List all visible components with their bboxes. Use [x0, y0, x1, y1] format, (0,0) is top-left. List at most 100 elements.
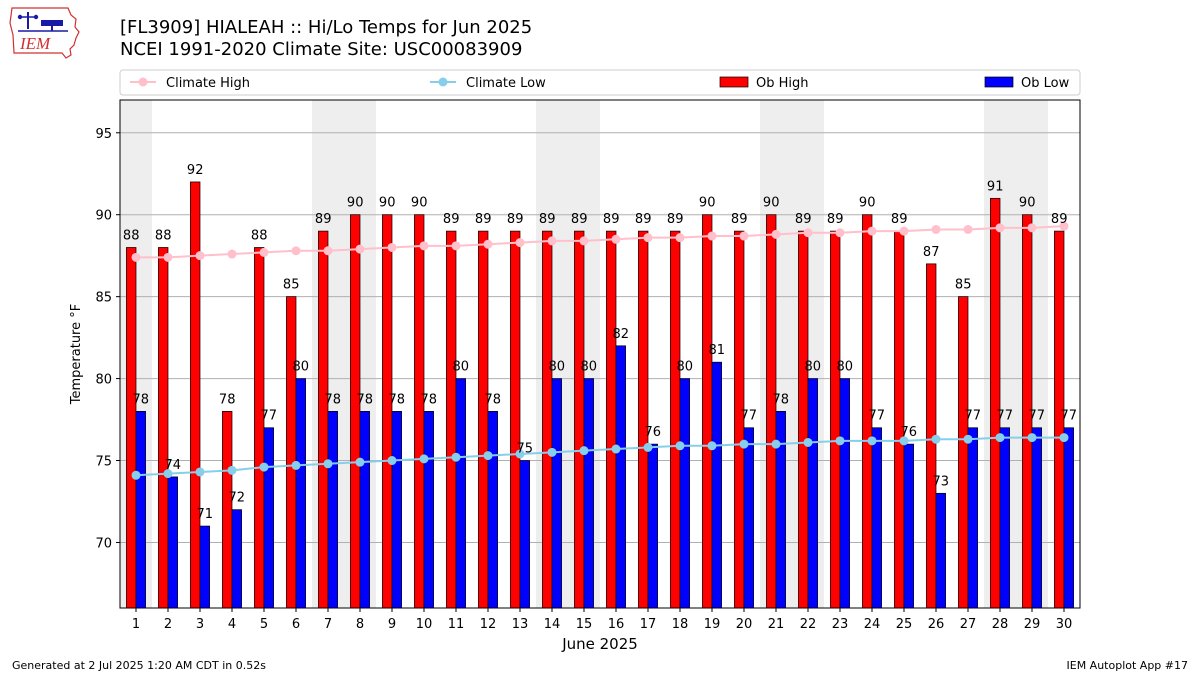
- ob-low-bar: [647, 443, 658, 609]
- ob-low-data-label: 80: [581, 360, 598, 375]
- ob-high-bar: [190, 181, 201, 609]
- legend-label-climate-low: Climate Low: [466, 76, 546, 91]
- legend-swatch-ob-high: [719, 76, 749, 88]
- ob-low-bar: [1063, 427, 1074, 609]
- climate-high-point: [1059, 221, 1069, 231]
- ob-low-bar: [935, 492, 946, 609]
- x-tick-label: 19: [704, 617, 721, 632]
- x-axis: 1 2 3 4 5 6 7 8 9 10 11 12 13 14 15 16 17 18 19 20 21 22 23 24 2…: [132, 608, 1072, 632]
- ob-high-data-label: 89: [539, 212, 556, 227]
- x-tick-label: 16: [608, 617, 625, 632]
- ob-low-data-label: 78: [357, 392, 374, 407]
- climate-high-point: [835, 228, 845, 238]
- ob-low-bar: [295, 378, 306, 609]
- x-tick-label: 13: [512, 617, 529, 632]
- ob-high-data-label: 89: [827, 212, 844, 227]
- climate-low-point: [195, 467, 205, 477]
- ob-high-data-label: 89: [475, 212, 492, 227]
- plot-frame: [119, 99, 1081, 609]
- x-tick-label: 22: [800, 617, 817, 632]
- ob-high-data-label: 89: [1051, 212, 1068, 227]
- ob-high-bar: [894, 230, 905, 609]
- ob-low-data-label: 76: [645, 425, 662, 440]
- ob-high-bar: [414, 214, 425, 609]
- ob-high-bar: [478, 230, 489, 609]
- legend-swatch-ob-low: [984, 76, 1014, 88]
- x-tick-label: 8: [356, 617, 364, 632]
- ob-low-data-label: 75: [517, 442, 534, 457]
- x-tick-label: 7: [324, 617, 332, 632]
- x-tick-label: 17: [640, 617, 657, 632]
- chart-title: [FL3909] HIALEAH :: Hi/Lo Temps for Jun …: [120, 17, 533, 38]
- y-tick-label: 70: [95, 536, 112, 551]
- ob-high-bar: [798, 230, 809, 609]
- ob-low-data-label: 73: [933, 474, 950, 489]
- ob-low-bar: [679, 378, 690, 609]
- ob-high-data-label: 91: [987, 179, 1004, 194]
- ob-high-data-label: 88: [123, 228, 140, 243]
- climate-low-point: [1027, 433, 1037, 443]
- legend-marker-climate-high: [138, 77, 148, 87]
- ob-high-data-label: 89: [731, 212, 748, 227]
- ob-low-data-label: 77: [1061, 409, 1078, 424]
- climate-low-point: [995, 433, 1005, 443]
- climate-high-point: [867, 226, 877, 236]
- x-tick-label: 27: [960, 617, 977, 632]
- x-tick-label: 2: [164, 617, 172, 632]
- ob-low-data-label: 78: [325, 392, 342, 407]
- ob-high-data-label: 89: [443, 212, 460, 227]
- climate-low-point: [451, 452, 461, 462]
- climate-high-point: [323, 246, 333, 256]
- climate-low-point: [483, 451, 493, 461]
- ob-high-bar: [574, 230, 585, 609]
- climate-high-point: [451, 241, 461, 251]
- ob-high-bar: [446, 230, 457, 609]
- climate-high-point: [643, 233, 653, 243]
- climate-high-point: [227, 249, 237, 259]
- x-tick-label: 20: [736, 617, 753, 632]
- ob-high-data-label: 89: [795, 212, 812, 227]
- climate-low-point: [163, 469, 173, 479]
- ob-low-bar: [903, 443, 914, 609]
- ob-high-data-label: 89: [571, 212, 588, 227]
- ob-high-data-label: 89: [635, 212, 652, 227]
- climate-lines: [131, 221, 1069, 480]
- ob-low-data-label: 78: [389, 392, 406, 407]
- climate-high-point: [131, 252, 141, 262]
- ob-low-data-label: 78: [773, 392, 790, 407]
- x-tick-label: 18: [672, 617, 689, 632]
- x-tick-label: 4: [228, 617, 236, 632]
- ob-high-bar: [510, 230, 521, 609]
- ob-high-bar: [350, 214, 361, 609]
- climate-low-point: [323, 459, 333, 469]
- x-tick-label: 11: [448, 617, 465, 632]
- climate-high-point: [771, 229, 781, 239]
- climate-low-point: [227, 465, 237, 475]
- legend-marker-climate-low: [438, 77, 448, 87]
- climate-high-point: [515, 238, 525, 248]
- climate-high-point: [163, 252, 173, 262]
- climate-high-point: [387, 242, 397, 252]
- ob-high-data-label: 90: [347, 196, 364, 211]
- generated-timestamp: Generated at 2 Jul 2025 1:20 AM CDT in 0…: [12, 659, 266, 672]
- y-tick-label: 85: [95, 291, 112, 306]
- legend: Climate High Climate Low Ob High Ob Low: [119, 69, 1081, 96]
- climate-low-point: [963, 434, 973, 444]
- ob-high-data-label: 90: [699, 196, 716, 211]
- ob-low-data-label: 80: [293, 360, 310, 375]
- climate-low-point: [931, 434, 941, 444]
- ob-low-data-label: 71: [197, 507, 214, 522]
- gridlines: [120, 132, 1080, 543]
- y-axis-label: Temperature °F: [69, 304, 84, 405]
- ob-high-data-label: 90: [411, 196, 428, 211]
- climate-high-point: [931, 224, 941, 234]
- ob-low-bar: [615, 345, 626, 609]
- ob-low-bar: [359, 411, 370, 609]
- climate-high-point: [1027, 223, 1037, 233]
- ob-low-bar: [263, 427, 274, 609]
- x-tick-label: 29: [1024, 617, 1041, 632]
- climate-high-point: [803, 228, 813, 238]
- climate-low-point: [643, 442, 653, 452]
- climate-low-point: [899, 436, 909, 446]
- ob-high-data-label: 90: [379, 196, 396, 211]
